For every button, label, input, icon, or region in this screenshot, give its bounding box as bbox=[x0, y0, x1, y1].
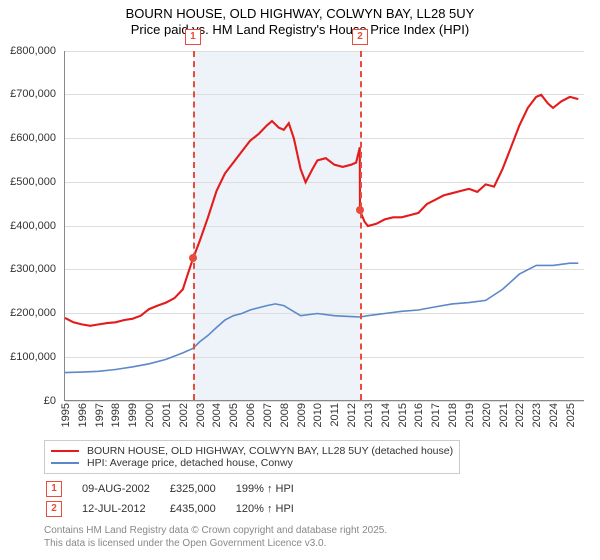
x-tick-label: 2009 bbox=[296, 403, 308, 427]
x-tick-label: 2022 bbox=[514, 403, 526, 427]
chart-container: { "title": { "line1": "BOURN HOUSE, OLD … bbox=[0, 0, 600, 560]
legend-label: HPI: Average price, detached house, Conw… bbox=[87, 457, 293, 469]
sale-marker-1: 1 bbox=[185, 29, 201, 45]
sale-dot-1 bbox=[189, 254, 197, 262]
sale-price: £435,000 bbox=[170, 500, 234, 518]
x-tick-label: 2016 bbox=[413, 403, 425, 427]
legend: BOURN HOUSE, OLD HIGHWAY, COLWYN BAY, LL… bbox=[44, 440, 460, 474]
x-tick-label: 2014 bbox=[380, 403, 392, 427]
x-tick-label: 2010 bbox=[312, 403, 324, 427]
x-tick-label: 1995 bbox=[60, 403, 72, 427]
sale-marker-cell: 2 bbox=[46, 501, 62, 517]
x-tick-label: 2001 bbox=[161, 403, 173, 427]
x-tick-label: 2012 bbox=[346, 403, 358, 427]
y-tick-label: £0 bbox=[44, 395, 56, 407]
sale-marker-cell: 1 bbox=[46, 481, 62, 497]
x-tick-label: 2017 bbox=[430, 403, 442, 427]
x-tick-label: 1998 bbox=[110, 403, 122, 427]
y-tick-label: £200,000 bbox=[10, 307, 56, 319]
sale-vline bbox=[360, 51, 362, 400]
chart-area: £0 £100,000 £200,000 £300,000 £400,000 £500,0… bbox=[8, 41, 592, 436]
x-tick-label: 2019 bbox=[464, 403, 476, 427]
legend-swatch bbox=[51, 450, 79, 452]
x-tick-label: 1996 bbox=[77, 403, 89, 427]
sale-date: 09-AUG-2002 bbox=[82, 480, 168, 498]
x-tick-label: 2024 bbox=[548, 403, 560, 427]
x-tick-label: 2011 bbox=[329, 403, 341, 427]
y-tick-label: £100,000 bbox=[10, 351, 56, 363]
footer-line-2: This data is licensed under the Open Gov… bbox=[44, 537, 592, 550]
y-tick-label: £300,000 bbox=[10, 263, 56, 275]
legend-swatch bbox=[51, 462, 79, 464]
gridline-h bbox=[65, 401, 584, 402]
sale-marker-2: 2 bbox=[352, 29, 368, 45]
y-tick-label: £800,000 bbox=[10, 45, 56, 57]
x-tick-label: 1999 bbox=[127, 403, 139, 427]
y-tick-label: £500,000 bbox=[10, 176, 56, 188]
footer: Contains HM Land Registry data © Crown c… bbox=[44, 524, 592, 550]
legend-label: BOURN HOUSE, OLD HIGHWAY, COLWYN BAY, LL… bbox=[87, 445, 453, 457]
y-tick-label: £700,000 bbox=[10, 88, 56, 100]
sale-row: 1 09-AUG-2002£325,000199% ↑ HPI bbox=[46, 480, 312, 498]
sale-dot-2 bbox=[356, 206, 364, 214]
footer-line-1: Contains HM Land Registry data © Crown c… bbox=[44, 524, 592, 537]
title-area: BOURN HOUSE, OLD HIGHWAY, COLWYN BAY, LL… bbox=[8, 6, 592, 39]
sale-vline bbox=[193, 51, 195, 400]
x-tick-label: 2002 bbox=[178, 403, 190, 427]
title-subtitle: Price paid vs. HM Land Registry's House … bbox=[8, 22, 592, 38]
x-tick-label: 2004 bbox=[211, 403, 223, 427]
y-tick-label: £400,000 bbox=[10, 220, 56, 232]
series-2 bbox=[65, 263, 578, 372]
x-tick-label: 2005 bbox=[228, 403, 240, 427]
legend-row: HPI: Average price, detached house, Conw… bbox=[51, 457, 453, 469]
x-tick-label: 1997 bbox=[94, 403, 106, 427]
x-axis: 1995199619971998199920002001200220032004… bbox=[64, 403, 584, 433]
title-address: BOURN HOUSE, OLD HIGHWAY, COLWYN BAY, LL… bbox=[8, 6, 592, 22]
sale-date: 12-JUL-2012 bbox=[82, 500, 168, 518]
x-tick-label: 2006 bbox=[245, 403, 257, 427]
legend-row: BOURN HOUSE, OLD HIGHWAY, COLWYN BAY, LL… bbox=[51, 445, 453, 457]
x-tick-label: 2015 bbox=[397, 403, 409, 427]
x-tick-label: 2020 bbox=[481, 403, 493, 427]
x-tick-label: 2007 bbox=[262, 403, 274, 427]
sales-table: 1 09-AUG-2002£325,000199% ↑ HPI 2 12-JUL-20… bbox=[44, 478, 314, 520]
sale-price: £325,000 bbox=[170, 480, 234, 498]
sale-row: 2 12-JUL-2012£435,000120% ↑ HPI bbox=[46, 500, 312, 518]
x-tick-label: 2025 bbox=[565, 403, 577, 427]
y-tick-label: £600,000 bbox=[10, 132, 56, 144]
series-svg bbox=[65, 51, 585, 401]
x-tick-label: 2013 bbox=[363, 403, 375, 427]
series-1 bbox=[65, 94, 578, 325]
x-tick-label: 2003 bbox=[195, 403, 207, 427]
x-tick-label: 2000 bbox=[144, 403, 156, 427]
sale-pct: 120% ↑ HPI bbox=[236, 500, 312, 518]
x-tick-label: 2021 bbox=[498, 403, 510, 427]
x-tick-label: 2018 bbox=[447, 403, 459, 427]
x-tick-label: 2023 bbox=[531, 403, 543, 427]
x-tick-label: 2008 bbox=[279, 403, 291, 427]
plot-area: 12 bbox=[64, 51, 584, 401]
sale-pct: 199% ↑ HPI bbox=[236, 480, 312, 498]
